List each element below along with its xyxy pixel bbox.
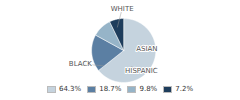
- svg-text:BLACK: BLACK: [69, 60, 92, 68]
- html-text:9.8%: 9.8%: [139, 85, 158, 93]
- svg-text:WHITE: WHITE: [111, 5, 134, 13]
- svg-text:HISPANIC: HISPANIC: [125, 67, 158, 75]
- html-text:7.2%: 7.2%: [175, 85, 193, 93]
- html-text:18.7%: 18.7%: [99, 85, 122, 93]
- html-text:64.3%: 64.3%: [59, 85, 82, 93]
- svg-text:ASIAN: ASIAN: [136, 45, 157, 53]
